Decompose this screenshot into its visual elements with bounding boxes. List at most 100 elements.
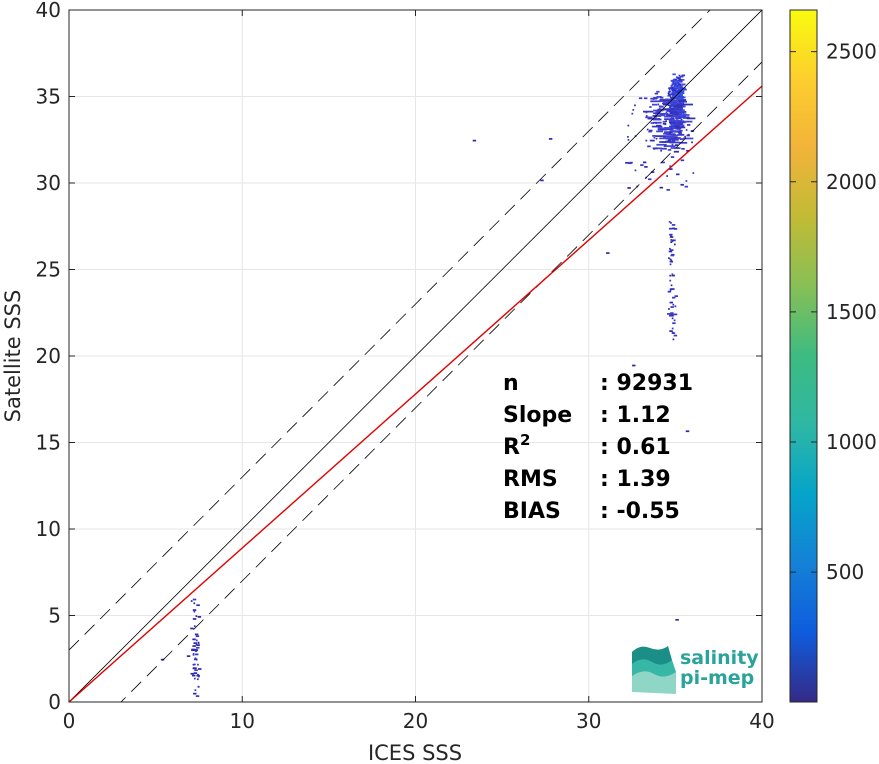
density-cell <box>676 76 678 79</box>
density-cell <box>681 83 686 86</box>
salinity-pi-mep-logo: salinity pi-mep <box>632 646 759 694</box>
density-cell <box>659 141 667 143</box>
density-cell <box>192 645 196 647</box>
density-cell <box>681 74 685 77</box>
density-cell <box>668 119 680 122</box>
density-cell <box>192 618 197 620</box>
line-lower-bound <box>120 61 762 702</box>
density-cell <box>671 84 674 86</box>
density-cell <box>668 100 680 103</box>
density-cell <box>671 111 683 114</box>
density-cell <box>680 101 684 104</box>
density-cell <box>666 189 670 191</box>
density-cell <box>669 96 672 99</box>
density-cell <box>677 124 681 127</box>
density-cell <box>197 663 199 666</box>
density-cell <box>674 81 678 84</box>
density-cell <box>659 186 664 189</box>
stat-key-0: n <box>503 371 519 396</box>
density-cell <box>197 675 200 678</box>
density-cell <box>669 314 673 317</box>
density-cell <box>673 334 678 337</box>
y-axis-label: Satellite SSS <box>1 290 25 423</box>
y-tick-label-4: 20 <box>36 344 61 368</box>
y-tick-label-2: 10 <box>36 517 61 541</box>
stat-value-0: : 92931 <box>600 371 693 396</box>
density-cell <box>672 89 676 92</box>
density-cell <box>673 113 679 116</box>
density-cell <box>627 124 630 127</box>
density-cell <box>652 117 657 120</box>
density-cell <box>656 90 660 93</box>
density-cell <box>676 102 680 105</box>
density-cell <box>671 96 675 99</box>
density-cell <box>197 685 200 688</box>
density-cell <box>195 695 200 697</box>
density-cell <box>666 114 674 117</box>
density-cell <box>668 91 670 93</box>
y-tick-label-7: 35 <box>36 85 61 109</box>
density-cell <box>654 92 659 95</box>
density-cell <box>195 615 198 618</box>
y-tick-label-6: 30 <box>36 171 61 195</box>
density-cell <box>665 120 668 122</box>
density-cell <box>671 240 674 243</box>
density-cell <box>627 139 630 141</box>
density-cell <box>655 135 666 137</box>
density-cell <box>195 643 198 646</box>
density-cell <box>190 600 193 602</box>
density-cell <box>675 121 686 124</box>
density-cell <box>674 295 678 298</box>
density-cell <box>682 103 693 106</box>
density-cell <box>659 96 664 99</box>
density-cell <box>655 115 657 118</box>
density-cell <box>669 233 673 236</box>
density-cell <box>670 85 673 87</box>
density-cell <box>192 598 197 601</box>
density-cell <box>672 104 677 106</box>
density-cell <box>645 139 648 142</box>
density-cell <box>679 91 684 94</box>
density-cell <box>195 633 198 636</box>
density-cell <box>646 128 649 131</box>
density-cell <box>671 134 679 137</box>
density-cell <box>686 124 691 126</box>
density-cell <box>680 159 685 162</box>
density-cell <box>472 139 477 142</box>
density-cell <box>668 87 670 90</box>
density-cell <box>674 93 677 96</box>
density-cell <box>652 147 658 150</box>
density-cell <box>682 90 685 93</box>
density-cell <box>186 655 191 658</box>
density-cell <box>668 257 670 260</box>
density-cell <box>192 667 197 670</box>
density-cell <box>675 144 679 146</box>
density-cell <box>676 94 681 96</box>
density-cell <box>670 259 673 262</box>
density-cell <box>675 106 678 109</box>
line-regression <box>69 85 762 702</box>
logo-line1: salinity <box>680 647 759 669</box>
wave-icon <box>632 646 676 694</box>
density-cell <box>192 609 197 611</box>
density-cell <box>193 625 196 627</box>
density-cell <box>650 171 655 174</box>
density-cell <box>678 90 682 92</box>
density-cell <box>671 332 676 334</box>
density-cell <box>678 85 680 88</box>
density-cell <box>670 249 674 252</box>
density-cell <box>679 94 683 97</box>
density-cell <box>681 109 685 112</box>
density-cell <box>663 103 669 106</box>
density-cell <box>658 127 661 130</box>
density-cell <box>675 618 679 621</box>
density-cell <box>665 145 676 147</box>
density-cell <box>651 103 658 106</box>
density-cell <box>192 653 195 655</box>
density-cell <box>682 87 686 90</box>
cb-tick-label-1: 1000 <box>826 430 877 454</box>
density-cell <box>686 117 696 120</box>
density-cell <box>652 98 655 100</box>
density-cell <box>669 141 680 144</box>
